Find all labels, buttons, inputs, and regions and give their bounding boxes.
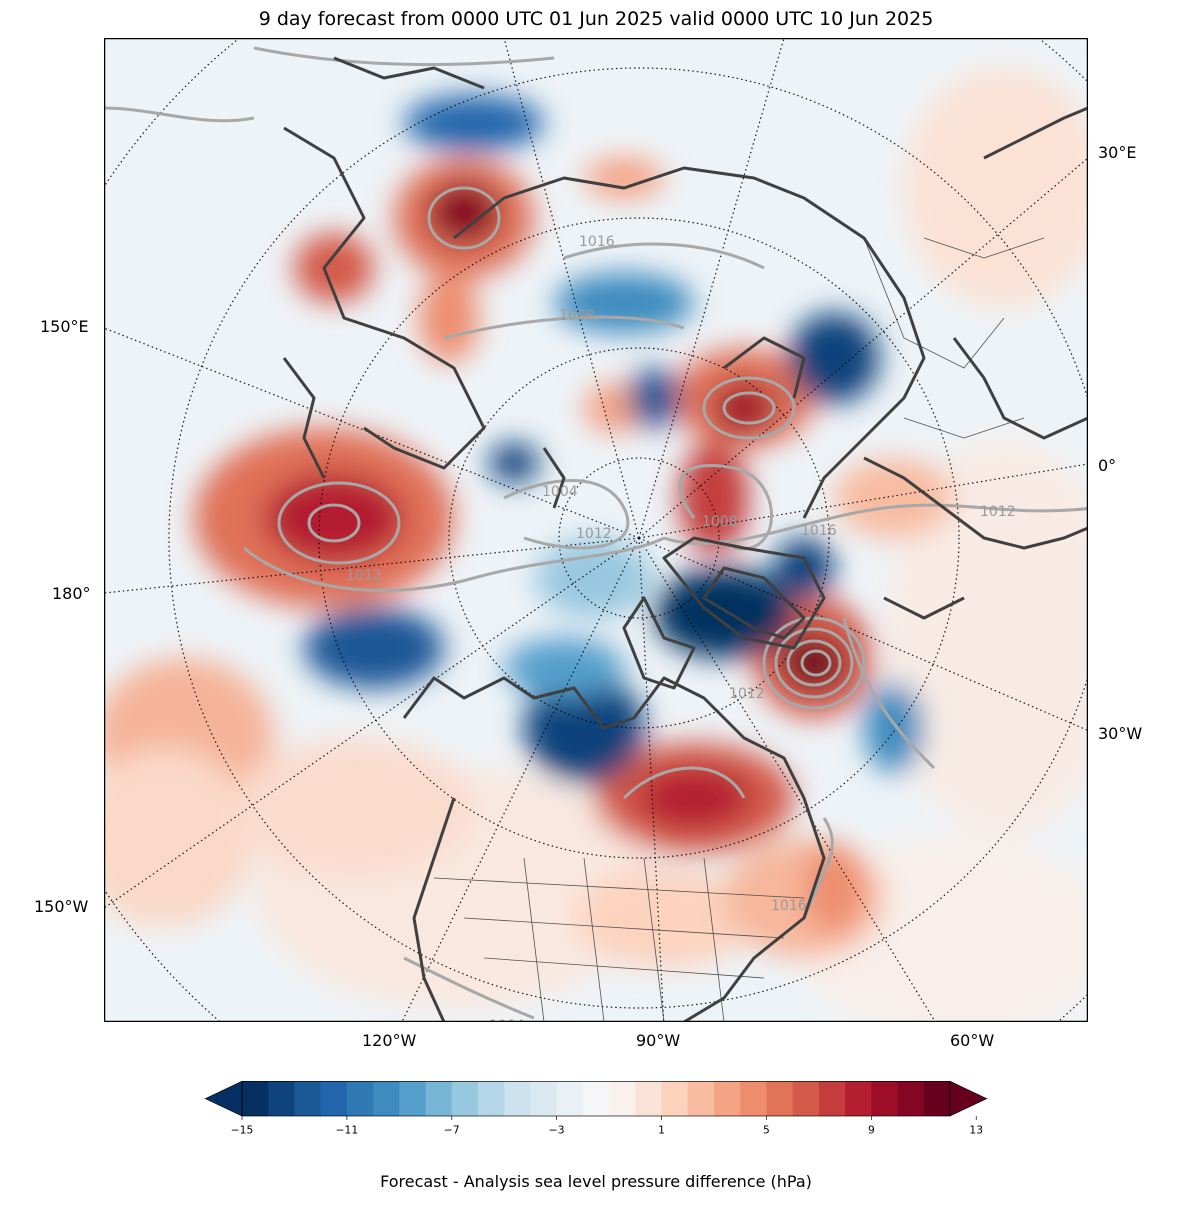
isobars [104,46,1088,1020]
colorbar-tick-label: −11 [336,1123,359,1136]
colorbar-cell [373,1081,400,1116]
colorbar-cell [766,1081,794,1116]
colorbar-tick-label: 9 [868,1123,875,1136]
colorbar-under-triangle [204,1080,243,1117]
graticule [104,38,1088,1022]
colorbar-cell [268,1081,295,1116]
isobar-label: 1012 [729,686,765,702]
colorbar-cell [582,1081,610,1116]
colorbar-label: Forecast - Analysis sea level pressure d… [380,1172,812,1191]
colorbar-cell [320,1081,348,1116]
isobar-label: 1008 [559,308,595,324]
isobar-label: 1016 [801,523,837,539]
map-frame [104,38,1088,1022]
colorbar-over-triangle [949,1080,988,1117]
borders [433,237,1045,1022]
colorbar-cells [242,1081,951,1116]
lon-label-150e: 150°E [40,317,89,336]
colorbar-tick-label: 5 [763,1123,770,1136]
colorbar-cell [504,1081,531,1116]
colorbar-tick-label: 1 [658,1123,665,1136]
lon-label-30e: 30°E [1098,143,1137,162]
isobar-label: 1016 [579,234,615,250]
lon-label-150w: 150°W [34,897,89,916]
isobar-label: 1016 [771,898,807,914]
colorbar-cell [897,1081,925,1116]
colorbar-cell [661,1081,689,1116]
colorbar: −15 −11 −7 −3 1 5 9 13 [204,1080,988,1136]
lon-label-180: 180° [52,584,91,603]
colorbar-cell [871,1081,898,1116]
colorbar-cell [714,1081,741,1116]
colorbar-cell [923,1081,951,1116]
isobar-labels: 1016 1008 1004 1012 1012 1012 1016 1012 … [346,234,1016,1022]
colorbar-cell [635,1081,662,1116]
isobar-label: 1012 [980,504,1016,520]
colorbar-cell [478,1081,505,1116]
colorbar-tick-label: −15 [231,1123,254,1136]
colorbar-tick-label: −7 [444,1123,460,1136]
colorbar-cell [346,1081,374,1116]
colorbar-cell [242,1081,269,1116]
colorbar-cell [792,1081,820,1116]
colorbar-ticks: −15 −11 −7 −3 1 5 9 13 [231,1116,983,1136]
isobar-label: 1004 [542,484,578,500]
colorbar-cell [609,1081,636,1116]
lon-label-90w: 90°W [636,1031,681,1050]
colorbar-tick-label: −3 [549,1123,565,1136]
colorbar-cell [451,1081,479,1116]
colorbar-cell [818,1081,846,1116]
colorbar-cell [399,1081,426,1116]
colorbar-cell [294,1081,322,1116]
colorbar-cell [556,1081,584,1116]
isobar-label: 1008 [702,514,738,530]
isobar-label: 1012 [346,568,382,584]
isobar-label: 1012 [576,526,612,542]
colorbar-cell [425,1081,453,1116]
lon-label-60w: 60°W [950,1031,995,1050]
map-title: 9 day forecast from 0000 UTC 01 Jun 2025… [258,8,934,30]
colorbar-cell [740,1081,767,1116]
forecast-difference-map: 1016 1008 1004 1012 1012 1012 1016 1012 … [104,38,1088,1022]
colorbar-outline [241,1081,951,1117]
colorbar-tick-label: 13 [969,1123,983,1136]
isobar-label: 1004 [489,1018,525,1022]
coastlines [282,56,1088,1022]
colorbar-cell [530,1081,558,1116]
colorbar-cell [845,1081,872,1116]
lon-label-120w: 120°W [362,1031,417,1050]
lon-label-30w: 30°W [1098,724,1143,743]
colorbar-cell [687,1081,715,1116]
lon-label-0: 0° [1098,456,1117,475]
